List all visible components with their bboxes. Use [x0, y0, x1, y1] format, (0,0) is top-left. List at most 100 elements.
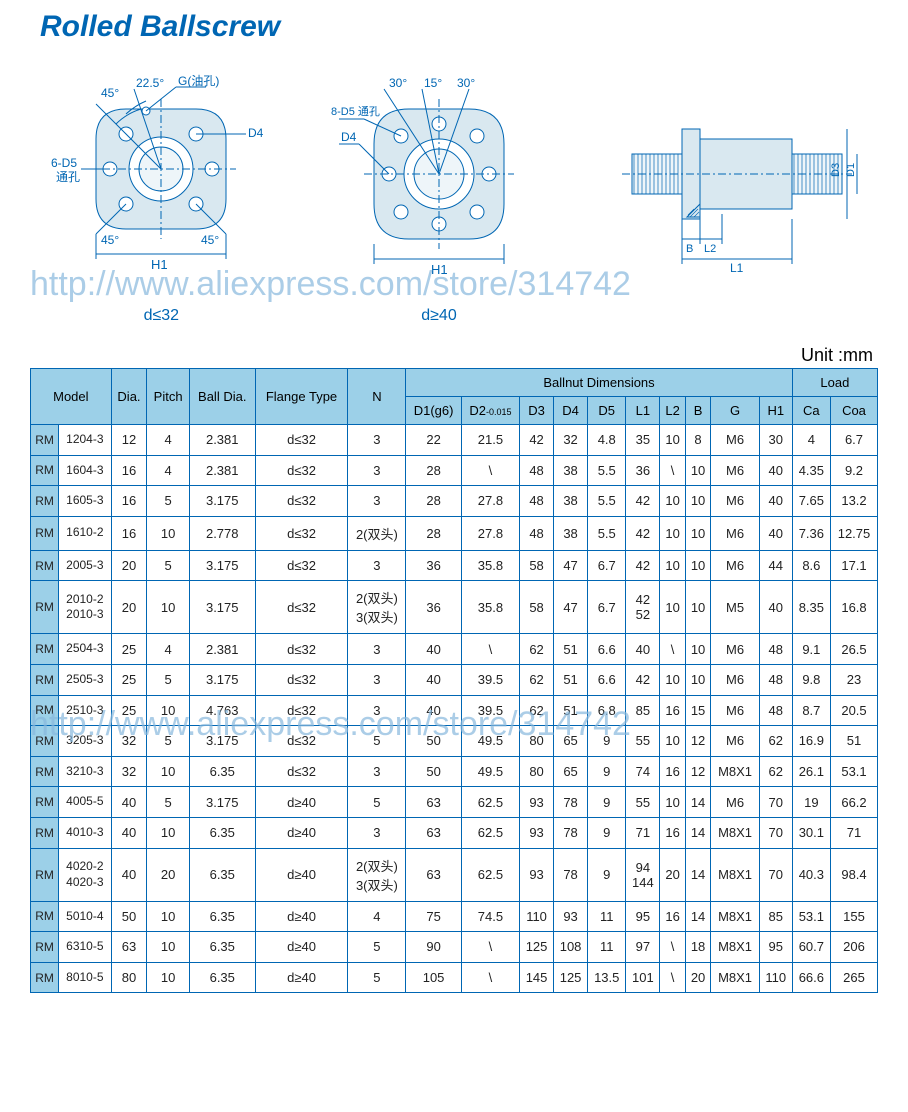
- cell-d2: \: [461, 932, 519, 963]
- cell-l1: 36: [626, 455, 660, 486]
- cell-dia: 25: [111, 634, 147, 665]
- cell-g: M8X1: [711, 901, 760, 932]
- cell-d1: 28: [406, 486, 461, 517]
- cell-d2: 62.5: [461, 817, 519, 848]
- cell-coa: 13.2: [831, 486, 878, 517]
- cell-l2: 16: [660, 695, 685, 726]
- cell-g: M8X1: [711, 848, 760, 901]
- cell-d3: 125: [520, 932, 554, 963]
- cell-b: 15: [685, 695, 710, 726]
- cell-dia: 20: [111, 581, 147, 634]
- diagram-right: D3 D1 B L2 L1: [602, 59, 862, 325]
- cell-d2: 27.8: [461, 486, 519, 517]
- cell-pitch: 10: [147, 516, 190, 550]
- cell-d5: 9: [588, 848, 626, 901]
- cell-ca: 60.7: [792, 932, 830, 963]
- th-h1: H1: [759, 397, 792, 425]
- svg-text:30°: 30°: [457, 76, 475, 90]
- cell-coa: 9.2: [831, 455, 878, 486]
- svg-text:B: B: [686, 243, 693, 255]
- cell-coa: 71: [831, 817, 878, 848]
- cell-bdia: 2.381: [189, 455, 255, 486]
- cell-model: 2010-22010-3: [59, 581, 112, 634]
- cell-d5: 9: [588, 756, 626, 787]
- cell-n: 3: [348, 550, 406, 581]
- table-row: RM5010-450106.35d≥4047574.51109311951614…: [31, 901, 878, 932]
- cell-ft: d≤32: [255, 664, 348, 695]
- cell-g: M6: [711, 695, 760, 726]
- cell-b: 12: [685, 726, 710, 757]
- cell-n: 3: [348, 817, 406, 848]
- table-row: RM2010-22010-320103.175d≤322(双头)3(双头)363…: [31, 581, 878, 634]
- cell-h1: 40: [759, 455, 792, 486]
- cell-d5: 4.8: [588, 425, 626, 456]
- cell-d2: 35.8: [461, 581, 519, 634]
- cell-d1: 90: [406, 932, 461, 963]
- svg-text:8-D5 通孔: 8-D5 通孔: [331, 105, 380, 118]
- cell-pitch: 10: [147, 817, 190, 848]
- cell-ca: 30.1: [792, 817, 830, 848]
- cell-rm: RM: [31, 550, 59, 581]
- cell-g: M6: [711, 455, 760, 486]
- cell-d1: 36: [406, 550, 461, 581]
- cell-l2: 16: [660, 817, 685, 848]
- th-coa: Coa: [831, 397, 878, 425]
- cell-d1: 63: [406, 817, 461, 848]
- cell-bdia: 6.35: [189, 932, 255, 963]
- table-row: RM6310-563106.35d≥40590\1251081197\18M8X…: [31, 932, 878, 963]
- cell-l1: 42: [626, 516, 660, 550]
- cell-d2: \: [461, 962, 519, 993]
- cell-g: M6: [711, 634, 760, 665]
- cell-coa: 16.8: [831, 581, 878, 634]
- cell-b: 10: [685, 664, 710, 695]
- cell-ft: d≥40: [255, 817, 348, 848]
- cell-rm: RM: [31, 455, 59, 486]
- cell-g: M5: [711, 581, 760, 634]
- cell-d1: 50: [406, 756, 461, 787]
- cell-b: 12: [685, 756, 710, 787]
- cell-d4: 38: [554, 455, 588, 486]
- cell-d1: 40: [406, 634, 461, 665]
- cell-l2: 10: [660, 550, 685, 581]
- cell-dia: 40: [111, 817, 147, 848]
- cell-d3: 62: [520, 664, 554, 695]
- cell-ca: 4: [792, 425, 830, 456]
- cell-n: 3: [348, 425, 406, 456]
- svg-text:D3: D3: [830, 163, 842, 177]
- cell-coa: 51: [831, 726, 878, 757]
- cell-h1: 70: [759, 848, 792, 901]
- table-row: RM3210-332106.35d≤3235049.580659741612M8…: [31, 756, 878, 787]
- cell-n: 5: [348, 787, 406, 818]
- cell-ft: d≤32: [255, 425, 348, 456]
- th-balldia: Ball Dia.: [189, 369, 255, 425]
- cell-pitch: 10: [147, 756, 190, 787]
- svg-text:D4: D4: [248, 126, 264, 140]
- cell-l2: \: [660, 932, 685, 963]
- cell-d2: 39.5: [461, 664, 519, 695]
- th-d2: D2-0.015: [461, 397, 519, 425]
- cell-model: 2505-3: [59, 664, 112, 695]
- th-g: G: [711, 397, 760, 425]
- unit-label: Unit :mm: [0, 345, 908, 366]
- cell-rm: RM: [31, 848, 59, 901]
- cell-coa: 17.1: [831, 550, 878, 581]
- table-row: RM2005-32053.175d≤3233635.858476.7421010…: [31, 550, 878, 581]
- cell-dia: 63: [111, 932, 147, 963]
- cell-dia: 25: [111, 664, 147, 695]
- cell-pitch: 10: [147, 581, 190, 634]
- th-d3: D3: [520, 397, 554, 425]
- cell-bdia: 3.175: [189, 581, 255, 634]
- cell-h1: 85: [759, 901, 792, 932]
- cell-dia: 16: [111, 516, 147, 550]
- svg-text:30°: 30°: [389, 76, 407, 90]
- cell-coa: 98.4: [831, 848, 878, 901]
- cell-h1: 48: [759, 695, 792, 726]
- cell-model: 2504-3: [59, 634, 112, 665]
- svg-text:22.5°: 22.5°: [136, 76, 164, 90]
- cell-d4: 78: [554, 848, 588, 901]
- cell-g: M8X1: [711, 756, 760, 787]
- svg-text:L1: L1: [730, 261, 744, 275]
- th-flange: Flange Type: [255, 369, 348, 425]
- cell-d1: 63: [406, 848, 461, 901]
- cell-d2: 49.5: [461, 756, 519, 787]
